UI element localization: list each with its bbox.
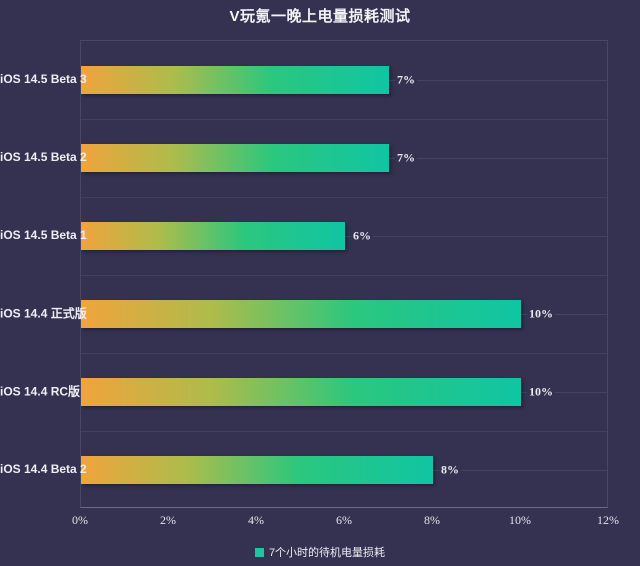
- bar-ios-14.4-正式版: [81, 300, 521, 328]
- value-label: 7%: [395, 71, 417, 89]
- row-gridline: [81, 197, 607, 198]
- bar-ios-14.5-beta-3: [81, 66, 389, 94]
- chart-title: V玩氪一晚上电量损耗测试: [229, 8, 411, 25]
- x-tick-label: 2%: [160, 513, 176, 527]
- x-tick-label: 10%: [509, 513, 531, 527]
- category-label: iOS 14.5 Beta 2: [0, 150, 87, 164]
- legend-swatch-icon: [254, 547, 264, 557]
- row-gridline: [81, 119, 607, 120]
- x-tick-label: 12%: [597, 513, 619, 527]
- x-tick-label: 4%: [248, 513, 264, 527]
- row-gridline: [81, 275, 607, 276]
- legend-label: 7个小时的待机电量损耗: [268, 547, 386, 559]
- bar-ios-14.5-beta-2: [81, 144, 389, 172]
- category-label: iOS 14.4 Beta 2: [0, 462, 87, 476]
- category-label: iOS 14.4 正式版: [0, 306, 87, 321]
- legend-item-standby-drain[interactable]: 7个小时的待机电量损耗: [254, 544, 386, 560]
- row-gridline: [81, 353, 607, 354]
- bar-ios-14.4-beta-2: [81, 456, 433, 484]
- value-label: 10%: [527, 383, 555, 401]
- plot-area: 7% 7% 6% 10% 10% 8%: [80, 40, 608, 508]
- category-label: iOS 14.5 Beta 1: [0, 228, 87, 242]
- row-gridline: [81, 431, 607, 432]
- chart-legend: 7个小时的待机电量损耗: [0, 544, 640, 560]
- bar-ios-14.5-beta-1: [81, 222, 345, 250]
- x-tick-label: 8%: [424, 513, 440, 527]
- value-label: 7%: [395, 149, 417, 167]
- bar-ios-14.4-rc版: [81, 378, 521, 406]
- category-label: iOS 14.4 RC版: [0, 384, 81, 399]
- value-label: 6%: [351, 227, 373, 245]
- x-tick-label: 0%: [72, 513, 88, 527]
- category-label: iOS 14.5 Beta 3: [0, 72, 87, 86]
- value-label: 8%: [439, 461, 461, 479]
- x-tick-label: 6%: [336, 513, 352, 527]
- value-label: 10%: [527, 305, 555, 323]
